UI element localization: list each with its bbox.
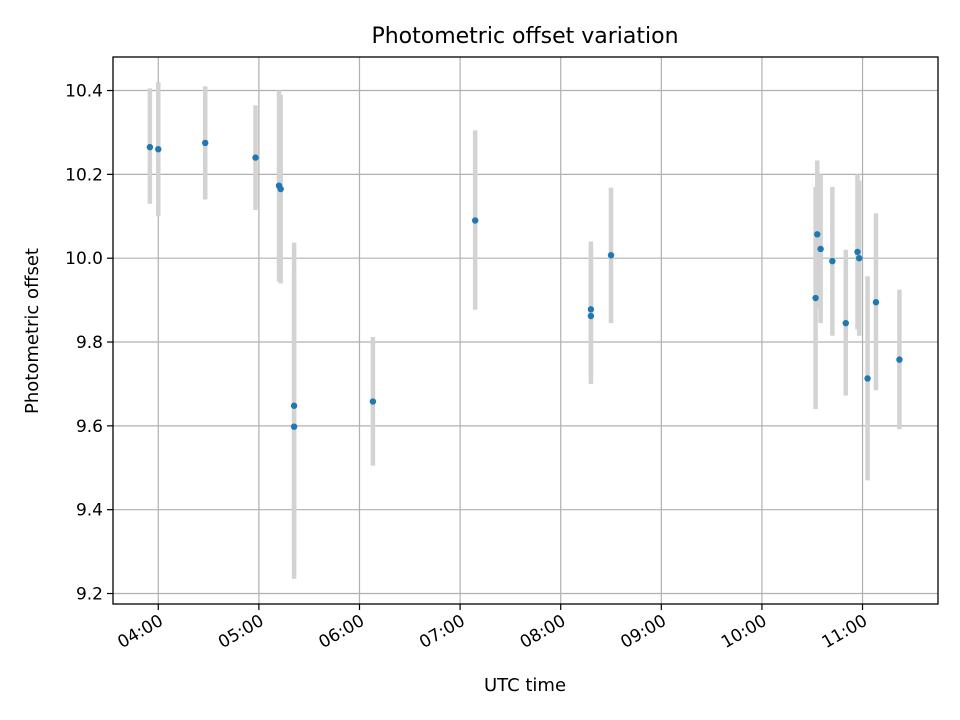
y-tick-label: 9.4: [76, 501, 103, 521]
data-point: [817, 245, 824, 253]
data-point: [607, 252, 615, 259]
plot-frame: [112, 56, 939, 605]
data-point: [155, 146, 162, 153]
data-point: [896, 356, 903, 363]
chart-title: Photometric offset variation: [371, 24, 678, 49]
grid-layer: [113, 57, 938, 604]
point-layer: [146, 139, 903, 430]
data-point: [814, 231, 821, 238]
data-point: [202, 139, 209, 147]
y-tick-label: 10.2: [65, 165, 103, 185]
data-point: [829, 257, 836, 265]
y-tick-label: 10.0: [65, 249, 103, 269]
data-point: [587, 312, 595, 320]
data-point: [290, 423, 298, 430]
data-point: [864, 375, 871, 382]
data-point: [842, 319, 849, 327]
data-point: [812, 294, 819, 302]
y-tick-label: 10.4: [65, 82, 103, 102]
data-point: [854, 248, 861, 256]
y-tick-label: 9.6: [76, 417, 103, 437]
data-point: [252, 154, 259, 161]
data-point: [471, 217, 479, 224]
y-axis-label: Photometric offset: [22, 248, 43, 414]
data-point: [146, 143, 154, 151]
y-tick-label: 9.8: [76, 333, 103, 353]
data-point: [855, 254, 863, 262]
data-point: [587, 306, 595, 313]
y-tick-label: 9.2: [76, 585, 103, 605]
data-point: [872, 299, 880, 306]
data-point: [290, 402, 298, 409]
data-point: [277, 185, 284, 193]
data-point: [369, 398, 377, 405]
x-axis-label: UTC time: [484, 675, 566, 696]
